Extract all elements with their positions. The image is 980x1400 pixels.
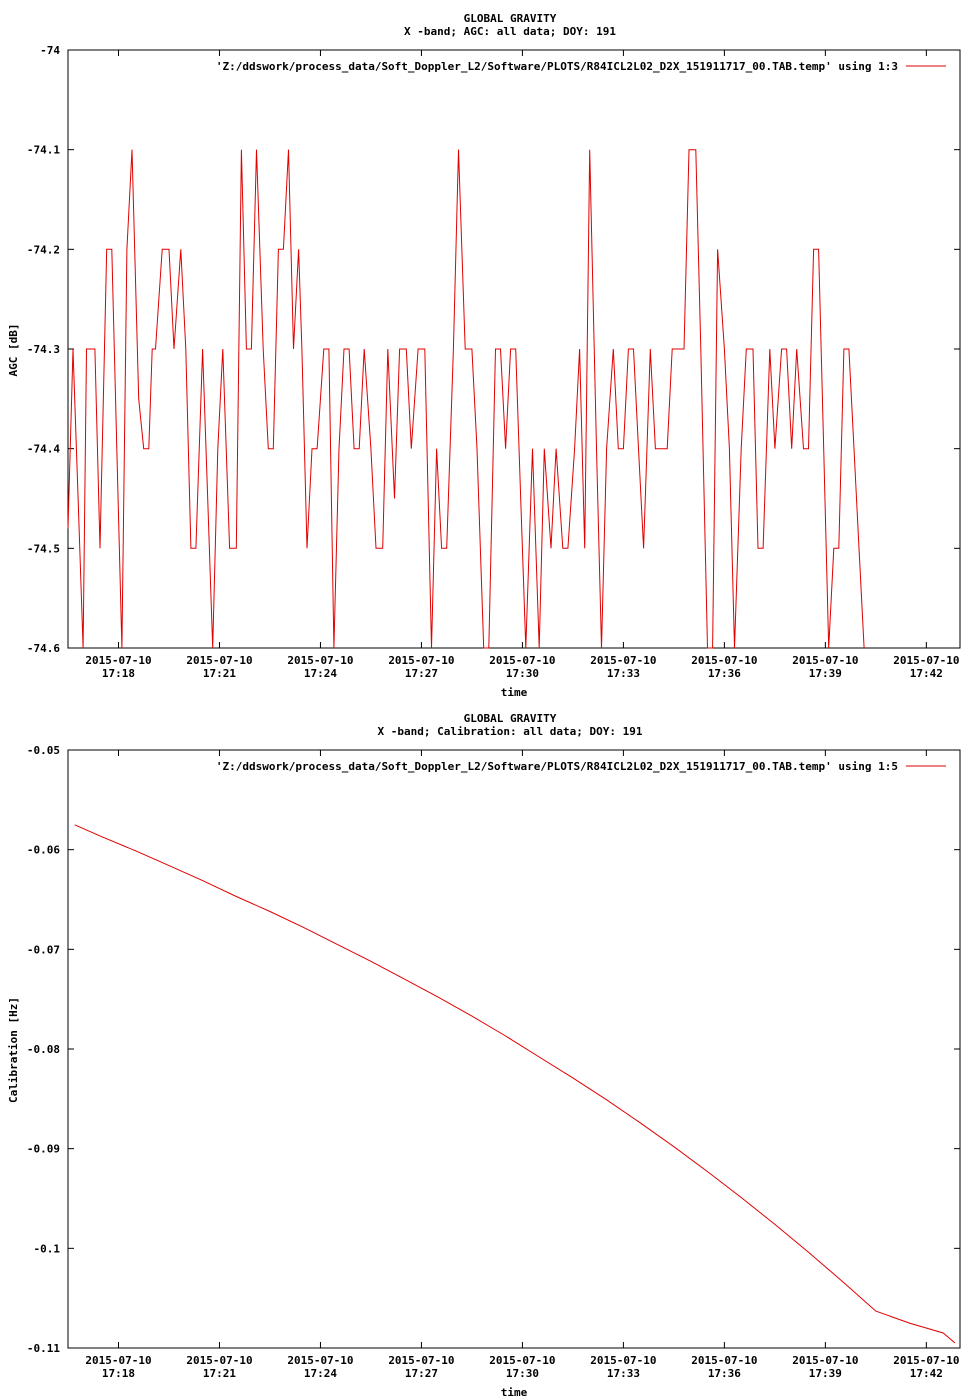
agc-y-tick-label: -74.4 bbox=[27, 443, 60, 456]
calibration-plot-frame bbox=[67, 749, 961, 1349]
calibration-x-tick-time: 17:27 bbox=[405, 1367, 438, 1380]
agc-y-axis: -74 -74.1 -74.2 -74.3 -74.4 -74.5 -74.6 bbox=[27, 44, 960, 655]
calibration-series-line bbox=[74, 824, 956, 1344]
calibration-y-tick-label: -0.09 bbox=[27, 1143, 60, 1156]
agc-x-tick-time: 17:36 bbox=[708, 667, 741, 680]
agc-x-tick-date: 2015-07-10 bbox=[489, 654, 555, 667]
calibration-y-axis-label: Calibration [Hz] bbox=[7, 997, 20, 1103]
agc-x-axis: 2015-07-1017:182015-07-1017:212015-07-10… bbox=[85, 50, 959, 680]
calibration-x-tick-date: 2015-07-10 bbox=[893, 1354, 959, 1367]
agc-title: GLOBAL GRAVITY bbox=[464, 12, 557, 25]
calibration-x-tick-time: 17:33 bbox=[607, 1367, 640, 1380]
agc-x-tick-time: 17:18 bbox=[102, 667, 135, 680]
calibration-panel: GLOBAL GRAVITY X -band; Calibration: all… bbox=[7, 712, 961, 1399]
agc-x-tick-time: 17:21 bbox=[203, 667, 236, 680]
calibration-x-tick-time: 17:30 bbox=[506, 1367, 539, 1380]
agc-x-tick-time: 17:33 bbox=[607, 667, 640, 680]
agc-panel: GLOBAL GRAVITY X -band; AGC: all data; D… bbox=[7, 12, 961, 699]
agc-y-tick-label: -74.5 bbox=[27, 542, 60, 555]
calibration-x-tick-date: 2015-07-10 bbox=[489, 1354, 555, 1367]
calibration-x-axis: 2015-07-1017:182015-07-1017:212015-07-10… bbox=[85, 750, 959, 1380]
agc-subtitle: X -band; AGC: all data; DOY: 191 bbox=[404, 25, 616, 38]
calibration-x-tick-time: 17:18 bbox=[102, 1367, 135, 1380]
calibration-y-tick-label: -0.1 bbox=[34, 1242, 61, 1255]
agc-x-axis-label: time bbox=[501, 686, 528, 699]
calibration-x-tick-date: 2015-07-10 bbox=[186, 1354, 252, 1367]
agc-legend-label: 'Z:/ddswork/process_data/Soft_Doppler_L2… bbox=[216, 60, 898, 73]
calibration-x-tick-time: 17:21 bbox=[203, 1367, 236, 1380]
agc-y-tick-label: -74.1 bbox=[27, 144, 60, 157]
calibration-y-tick-label: -0.08 bbox=[27, 1043, 60, 1056]
calibration-title: GLOBAL GRAVITY bbox=[464, 712, 557, 725]
calibration-x-tick-date: 2015-07-10 bbox=[590, 1354, 656, 1367]
calibration-y-tick-label: -0.11 bbox=[27, 1342, 60, 1355]
calibration-x-tick-date: 2015-07-10 bbox=[388, 1354, 454, 1367]
agc-series-line bbox=[67, 149, 865, 649]
calibration-x-axis-label: time bbox=[501, 1386, 528, 1399]
agc-x-tick-time: 17:24 bbox=[304, 667, 337, 680]
agc-x-tick-time: 17:42 bbox=[910, 667, 943, 680]
agc-y-tick-label: -74 bbox=[40, 44, 60, 57]
calibration-y-tick-label: -0.05 bbox=[27, 744, 60, 757]
agc-x-tick-time: 17:27 bbox=[405, 667, 438, 680]
calibration-x-tick-date: 2015-07-10 bbox=[287, 1354, 353, 1367]
agc-x-tick-date: 2015-07-10 bbox=[388, 654, 454, 667]
agc-x-tick-date: 2015-07-10 bbox=[85, 654, 151, 667]
calibration-y-axis: -0.05 -0.06 -0.07 -0.08 -0.09 -0.1 -0.11 bbox=[27, 744, 960, 1355]
agc-x-tick-date: 2015-07-10 bbox=[186, 654, 252, 667]
agc-y-axis-label: AGC [dB] bbox=[7, 324, 20, 377]
calibration-y-tick-label: -0.06 bbox=[27, 844, 60, 857]
agc-x-tick-date: 2015-07-10 bbox=[590, 654, 656, 667]
calibration-x-tick-time: 17:42 bbox=[910, 1367, 943, 1380]
agc-x-tick-date: 2015-07-10 bbox=[893, 654, 959, 667]
calibration-x-tick-date: 2015-07-10 bbox=[691, 1354, 757, 1367]
agc-y-tick-label: -74.3 bbox=[27, 343, 60, 356]
calibration-x-tick-time: 17:24 bbox=[304, 1367, 337, 1380]
agc-x-tick-date: 2015-07-10 bbox=[691, 654, 757, 667]
agc-x-tick-date: 2015-07-10 bbox=[287, 654, 353, 667]
calibration-subtitle: X -band; Calibration: all data; DOY: 191 bbox=[378, 725, 643, 738]
calibration-x-tick-time: 17:36 bbox=[708, 1367, 741, 1380]
agc-y-tick-label: -74.2 bbox=[27, 243, 60, 256]
agc-x-tick-time: 17:30 bbox=[506, 667, 539, 680]
calibration-legend-label: 'Z:/ddswork/process_data/Soft_Doppler_L2… bbox=[216, 760, 898, 773]
calibration-x-tick-time: 17:39 bbox=[809, 1367, 842, 1380]
agc-x-tick-date: 2015-07-10 bbox=[792, 654, 858, 667]
calibration-x-tick-date: 2015-07-10 bbox=[85, 1354, 151, 1367]
calibration-y-tick-label: -0.07 bbox=[27, 943, 60, 956]
agc-y-tick-label: -74.6 bbox=[27, 642, 60, 655]
calibration-x-tick-date: 2015-07-10 bbox=[792, 1354, 858, 1367]
agc-x-tick-time: 17:39 bbox=[809, 667, 842, 680]
